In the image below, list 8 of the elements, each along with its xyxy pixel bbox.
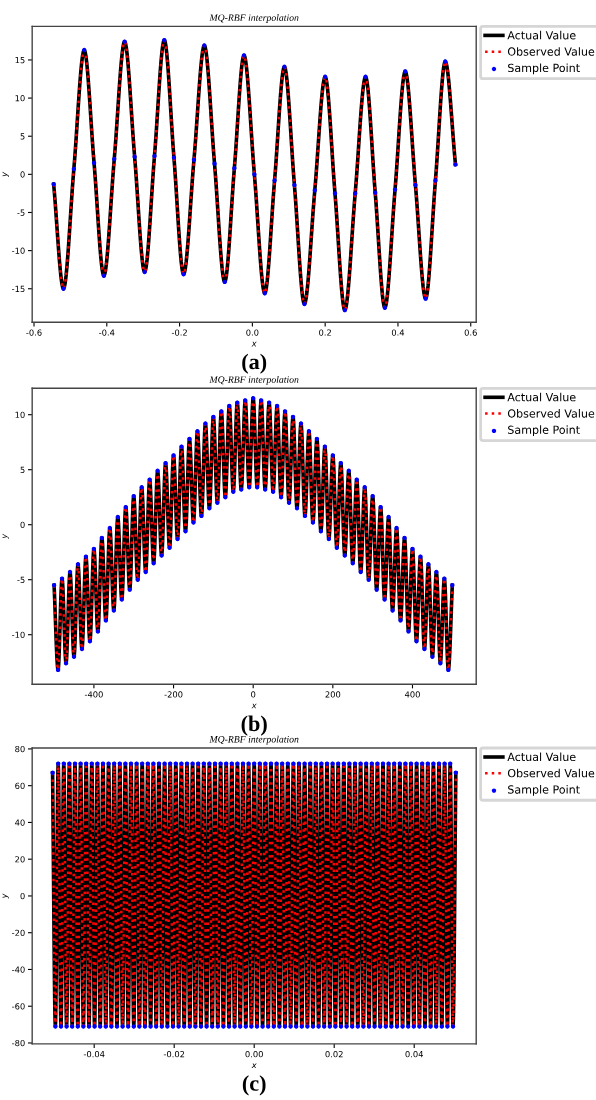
- text: (b): [241, 715, 267, 736]
- point: [342, 307, 348, 313]
- text: (a): [242, 353, 267, 374]
- point: [382, 305, 388, 311]
- text: (c): [242, 1075, 266, 1096]
- point: [71, 166, 77, 172]
- point: [191, 157, 197, 163]
- point: [91, 160, 97, 166]
